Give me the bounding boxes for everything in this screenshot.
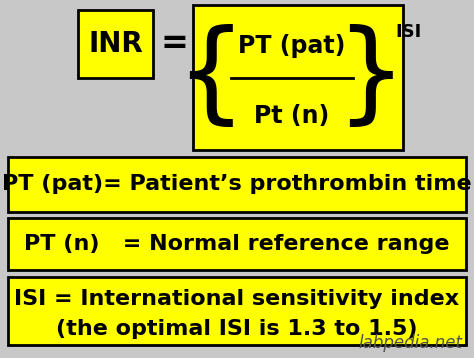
Text: }: } bbox=[336, 24, 406, 131]
Text: (the optimal ISI is 1.3 to 1.5): (the optimal ISI is 1.3 to 1.5) bbox=[56, 319, 418, 339]
Text: PT (n)   = Normal reference range: PT (n) = Normal reference range bbox=[24, 234, 450, 254]
Text: ISI = International sensitivity index: ISI = International sensitivity index bbox=[14, 289, 460, 309]
Text: INR: INR bbox=[88, 30, 143, 58]
Text: =: = bbox=[160, 28, 188, 61]
FancyBboxPatch shape bbox=[193, 5, 403, 150]
FancyBboxPatch shape bbox=[78, 10, 153, 78]
Text: labpedia.net: labpedia.net bbox=[358, 334, 462, 352]
FancyBboxPatch shape bbox=[8, 157, 466, 212]
Text: ISI: ISI bbox=[395, 23, 421, 41]
Text: Pt (n): Pt (n) bbox=[255, 103, 329, 127]
Text: PT (pat): PT (pat) bbox=[238, 34, 346, 58]
Text: PT (pat)= Patient’s prothrombin time: PT (pat)= Patient’s prothrombin time bbox=[2, 174, 472, 194]
FancyBboxPatch shape bbox=[8, 218, 466, 270]
FancyBboxPatch shape bbox=[8, 277, 466, 345]
Text: {: { bbox=[176, 24, 246, 131]
